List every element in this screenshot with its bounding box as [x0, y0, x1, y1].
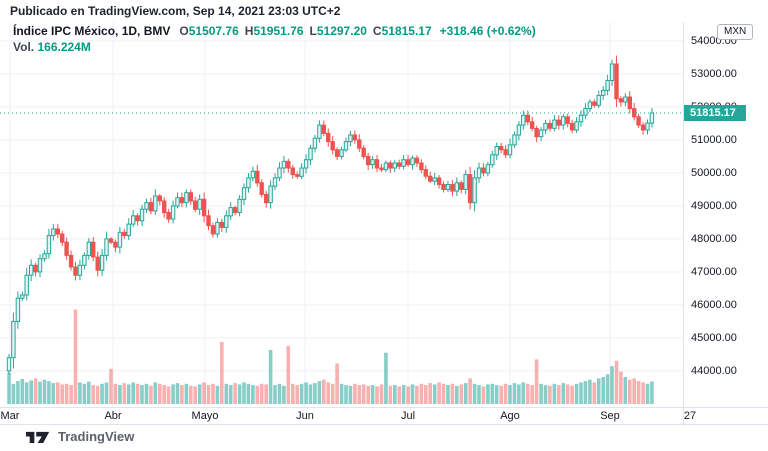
price-axis-label: 51000.00	[691, 133, 737, 146]
price-axis-label: 45000.00	[691, 331, 737, 344]
last-price-label: 51815.17	[684, 105, 746, 121]
price-axis-label: 44000.00	[691, 364, 737, 377]
time-axis-label: Ago	[500, 410, 520, 422]
time-axis-label: Jun	[296, 410, 314, 422]
chart-legend: Índice IPC México, 1D, BMV O51507.76 H5195…	[13, 24, 536, 54]
price-axis-label: 47000.00	[691, 265, 737, 278]
high-value: 51951.76	[253, 24, 304, 38]
time-axis[interactable]: Mar Abr Mayo Jun Jul Ago Sep 27	[0, 407, 768, 426]
time-axis-label: Mayo	[191, 410, 219, 422]
price-axis-label: 48000.00	[691, 232, 737, 245]
time-axis-label: Sep	[600, 410, 620, 422]
axis-corner-separator	[683, 408, 684, 426]
footer-brand[interactable]: TradingView	[58, 429, 135, 444]
high-label: H	[244, 24, 254, 38]
close-label: C	[372, 24, 382, 38]
volume-bars	[7, 309, 654, 405]
change-value: +318.46 (+0.62%)	[439, 24, 536, 38]
close-value: 51815.17	[381, 24, 432, 38]
footer: TradingView	[26, 429, 134, 444]
price-axis-label: 49000.00	[691, 199, 737, 212]
currency-badge[interactable]: MXN	[717, 24, 754, 40]
volume-value: 166.224M	[37, 40, 91, 54]
low-label: L	[309, 24, 317, 38]
symbol-title[interactable]: Índice IPC México, 1D, BMV	[13, 24, 171, 38]
time-axis-label: 27	[683, 410, 697, 422]
tradingview-logo-icon[interactable]	[26, 429, 52, 444]
price-axis-label: 46000.00	[691, 298, 737, 311]
time-axis-label: Jul	[400, 410, 416, 422]
published-line: Publicado en TradingView.com, Sep 14, 20…	[10, 4, 341, 18]
time-axis-label: Mar	[0, 410, 20, 422]
price-axis-label: 53000.00	[691, 67, 737, 80]
time-axis-label: Abr	[104, 410, 122, 422]
open-value: 51507.76	[188, 24, 239, 38]
price-axis[interactable]: MXN 51815.17 54000.0053000.0052000.00510…	[683, 22, 768, 407]
candles	[6, 55, 655, 375]
open-label: O	[179, 24, 189, 38]
low-value: 51297.20	[316, 24, 367, 38]
volume-label: Vol.	[13, 40, 35, 54]
gridlines	[0, 22, 683, 407]
price-axis-label: 50000.00	[691, 166, 737, 179]
